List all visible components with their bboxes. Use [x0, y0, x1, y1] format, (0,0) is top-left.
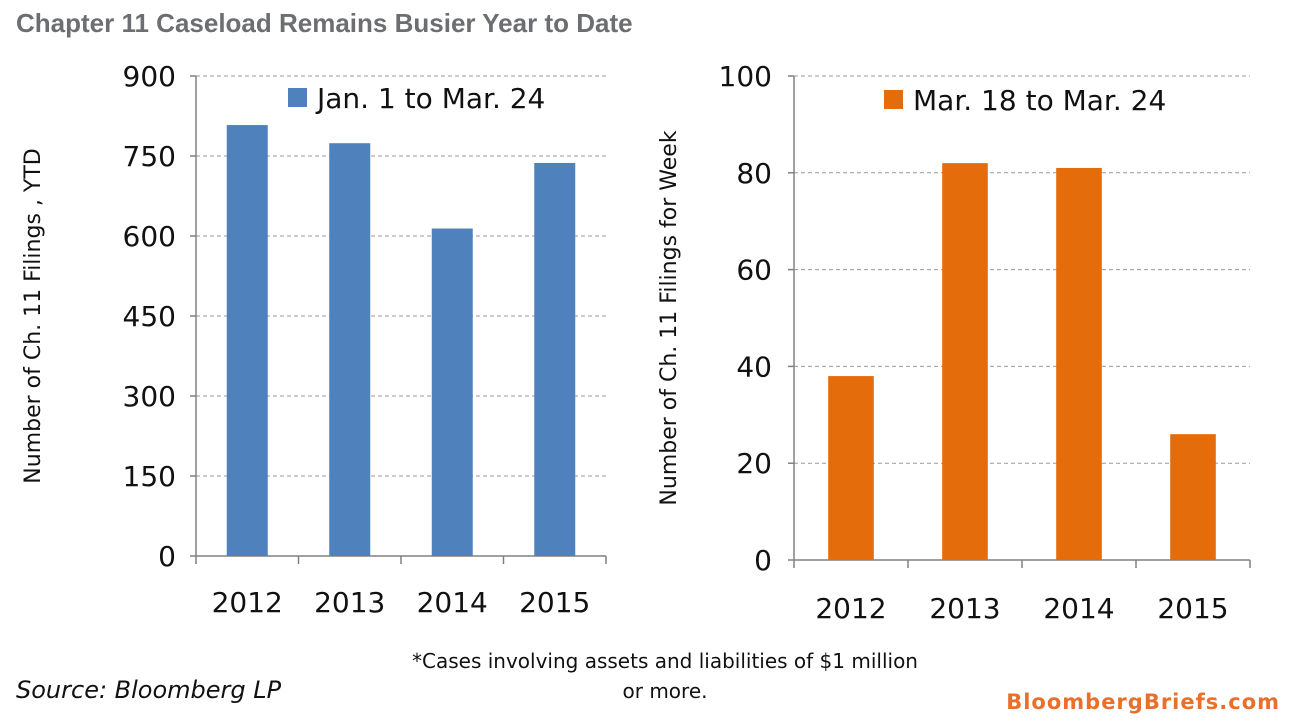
y-tick-label: 0 — [158, 540, 176, 573]
brand-logo-text: BloombergBriefs.com — [1006, 690, 1280, 714]
legend-swatch — [288, 88, 307, 107]
bar-2015 — [1170, 434, 1216, 560]
y-tick-label: 750 — [123, 140, 176, 173]
y-tick-label: 900 — [123, 60, 176, 93]
x-tick-label: 2012 — [815, 592, 886, 625]
y-tick-label: 80 — [736, 157, 772, 190]
x-tick-label: 2015 — [1157, 592, 1228, 625]
y-tick-label: 450 — [123, 300, 176, 333]
footnote: *Cases involving assets and liabilities … — [412, 649, 918, 703]
bar-2013 — [329, 143, 371, 556]
source-note: Source: Bloomberg LP — [16, 676, 282, 704]
bar-2014 — [431, 228, 473, 557]
x-tick-label: 2013 — [314, 586, 385, 619]
x-tick-label: 2015 — [519, 586, 590, 619]
y-tick-label: 20 — [736, 447, 772, 480]
y-tick-label: 0 — [754, 544, 772, 577]
legend-label: Jan. 1 to Mar. 24 — [315, 82, 545, 115]
y-axis-title: Number of Ch. 11 Filings for Week — [657, 130, 682, 505]
bar-2015 — [534, 162, 576, 556]
x-tick-label: 2014 — [417, 586, 488, 619]
x-tick-label: 2013 — [929, 592, 1000, 625]
bar-2012 — [226, 125, 268, 557]
right-bar-chart: 0 20 40 60 80 100 2012 2013 2014 2015 Number of Ch… — [657, 60, 1251, 625]
x-tick-label: 2014 — [1043, 592, 1114, 625]
legend-swatch — [884, 90, 903, 109]
y-tick-label: 300 — [123, 380, 176, 413]
y-tick-label: 60 — [736, 254, 772, 287]
bar-2014 — [1056, 167, 1102, 560]
y-tick-label: 150 — [123, 460, 176, 493]
y-axis-title: Number of Ch. 11 Filings , YTD — [21, 148, 46, 483]
chart-title: Chapter 11 Caseload Remains Busier Year … — [16, 8, 633, 38]
left-bar-chart: 0 150 300 450 600 750 900 2012 2013 2014 2015 Numbe… — [21, 60, 607, 619]
bar-2013 — [942, 163, 988, 560]
x-tick-label: 2012 — [212, 586, 283, 619]
legend-label: Mar. 18 to Mar. 24 — [913, 84, 1166, 117]
y-tick-label: 600 — [123, 220, 176, 253]
bar-2012 — [828, 376, 874, 560]
y-tick-label: 40 — [736, 350, 772, 383]
y-tick-label: 100 — [719, 60, 772, 93]
